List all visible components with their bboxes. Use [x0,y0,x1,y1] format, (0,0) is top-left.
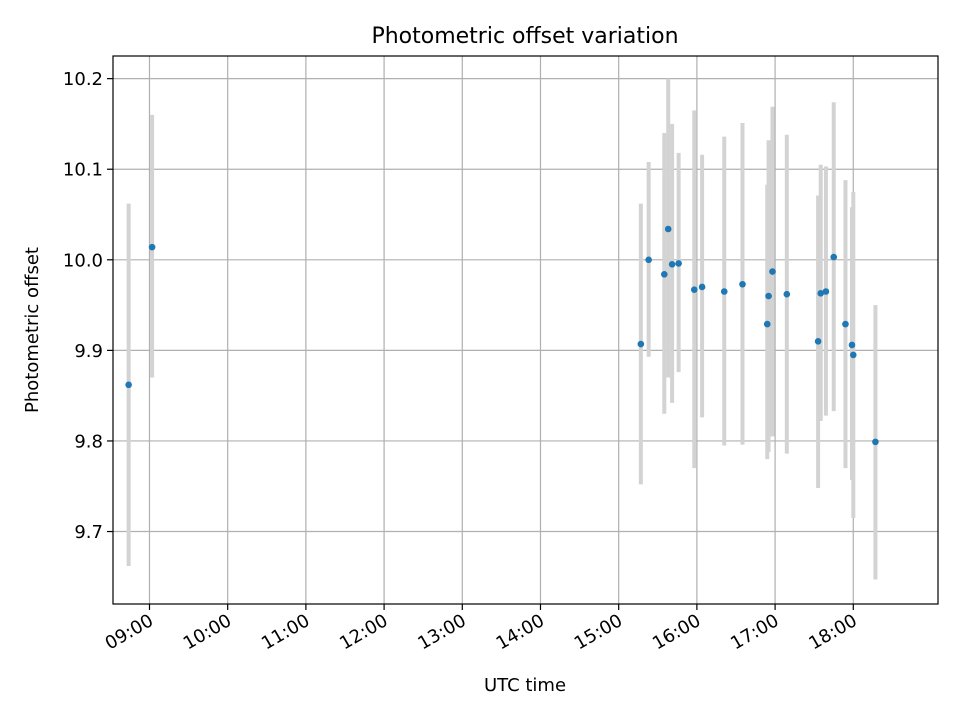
data-points [125,225,879,446]
data-point [763,320,771,328]
data-point [817,290,825,297]
y-tick-label: 9.8 [74,431,103,452]
data-point [720,288,728,295]
data-point [125,381,132,389]
y-axis-ticks: 9.7 9.8 9.9 10.0 10.1 10.2 [63,69,113,543]
data-point [637,340,645,348]
data-point [769,268,776,275]
data-point [661,270,668,278]
data-point [842,320,849,328]
y-axis-label: Photometric offset [22,247,43,413]
data-point [675,260,682,267]
data-point [690,286,698,293]
data-point [668,261,676,268]
y-tick-label: 10.1 [63,160,103,181]
y-tick-label: 10.0 [63,250,103,271]
y-tick-label: 10.2 [63,69,103,90]
data-point [739,280,746,288]
y-tick-label: 9.9 [74,341,103,362]
data-point [848,341,856,349]
data-point [822,288,830,295]
data-point [664,225,672,233]
data-point [814,338,822,345]
y-tick-label: 9.7 [74,522,103,543]
data-point [645,256,652,264]
data-point [872,438,879,446]
data-point [830,253,838,261]
data-point [783,290,791,298]
x-axis-label: UTC time [484,675,566,696]
chart-title: Photometric offset variation [371,24,678,49]
plot-frame [112,55,939,605]
data-point [849,351,857,359]
data-point [698,283,706,291]
data-point [148,243,156,251]
data-point [765,292,772,300]
